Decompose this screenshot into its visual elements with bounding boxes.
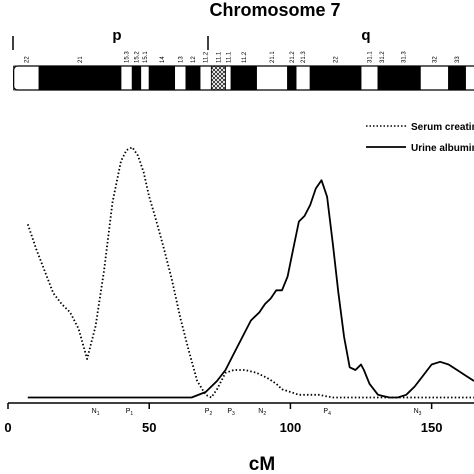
band-12 xyxy=(256,65,288,91)
series-line-0 xyxy=(26,146,474,399)
marker-label-4: N2 xyxy=(258,408,266,417)
arm-q-label: q xyxy=(361,27,370,44)
marker-label-1: P1 xyxy=(126,408,134,417)
band-label-5: 14 xyxy=(160,56,166,63)
band-8 xyxy=(199,65,212,91)
band-label-3: 15.2 xyxy=(135,51,141,63)
x-axis: 0 50 100 150 xyxy=(4,402,474,435)
legend: Serum creatinine Urine albumin xyxy=(366,122,474,154)
marker-labels: N1 P1 P2 P3 N2 P4 N3 xyxy=(92,408,422,417)
arm-p-label: p xyxy=(112,27,121,44)
band-17 xyxy=(377,65,387,91)
band-0 xyxy=(13,65,40,91)
chromosome-outline xyxy=(13,65,474,91)
band-20 xyxy=(448,65,466,91)
x-tick-label-1: 50 xyxy=(142,420,156,435)
band-16 xyxy=(360,65,379,91)
x-tick-label-3: 150 xyxy=(421,420,443,435)
band-10 xyxy=(225,65,232,91)
series-line-1 xyxy=(27,179,474,399)
band-label-14: 21.3 xyxy=(301,51,307,63)
marker-label-3: P3 xyxy=(227,408,235,417)
band-18 xyxy=(386,65,421,91)
band-11 xyxy=(230,65,257,91)
band-label-18: 31.3 xyxy=(401,51,407,63)
band-label-12: 21.1 xyxy=(270,51,276,63)
x-tick-label-2: 100 xyxy=(280,420,302,435)
band-6 xyxy=(174,65,187,91)
band-21 xyxy=(465,65,474,91)
marker-label-2: P2 xyxy=(205,408,213,417)
band-label-20: 33 xyxy=(455,56,461,63)
x-axis-title: cM xyxy=(249,454,275,474)
band-label-0: 22 xyxy=(24,56,30,63)
band-14 xyxy=(295,65,311,91)
chart-title: Chromosome 7 xyxy=(209,0,340,20)
band-label-7: 12 xyxy=(191,56,197,63)
x-tick-label-0: 0 xyxy=(4,420,11,435)
legend-label-serum: Serum creatinine xyxy=(411,122,474,133)
band-label-9: 11.1 xyxy=(216,51,222,63)
band-label-19: 32 xyxy=(432,56,438,63)
band-label-15: 22 xyxy=(334,56,340,63)
plot-area xyxy=(26,146,474,399)
band-3 xyxy=(131,65,142,91)
chromosome-ideogram: 22 21 15.3 15.2 15.1 14 13 12 11.2 11.1 11.1 11.2 21… xyxy=(13,51,474,91)
band-9 xyxy=(210,65,226,91)
band-label-10: 11.1 xyxy=(226,51,232,63)
band-2 xyxy=(120,65,133,91)
band-label-1: 21 xyxy=(78,56,84,63)
band-5 xyxy=(148,65,176,91)
band-label-4: 15.1 xyxy=(143,51,149,63)
band-13 xyxy=(287,65,297,91)
marker-label-0: N1 xyxy=(92,408,100,417)
marker-label-6: N3 xyxy=(414,408,422,417)
band-1 xyxy=(38,65,122,91)
band-7 xyxy=(185,65,201,91)
band-label-8: 11.2 xyxy=(204,51,210,63)
band-4 xyxy=(140,65,150,91)
band-label-16: 31.1 xyxy=(368,51,374,63)
band-19 xyxy=(419,65,449,91)
band-label-13: 21.2 xyxy=(290,51,296,63)
band-15 xyxy=(309,65,362,91)
band-label-2: 15.3 xyxy=(125,51,131,63)
band-label-17: 31.2 xyxy=(380,51,386,63)
band-label-6: 13 xyxy=(178,56,184,63)
legend-label-urine: Urine albumin xyxy=(411,143,474,154)
band-label-11: 11.2 xyxy=(242,51,248,63)
marker-label-5: P4 xyxy=(323,408,331,417)
